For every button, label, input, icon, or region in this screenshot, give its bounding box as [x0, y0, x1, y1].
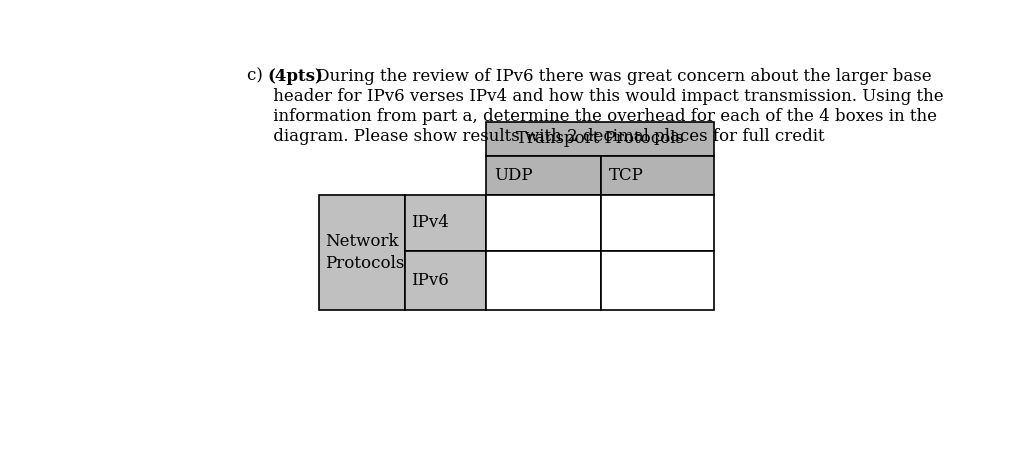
- Text: header for IPv6 verses IPv4 and how this would impact transmission. Using the: header for IPv6 verses IPv4 and how this…: [247, 88, 944, 105]
- Bar: [486, 122, 714, 156]
- Text: (4pts): (4pts): [267, 68, 323, 85]
- Text: TCP: TCP: [609, 167, 644, 184]
- Text: During the review of IPv6 there was great concern about the larger base: During the review of IPv6 there was grea…: [311, 68, 932, 85]
- Bar: [601, 156, 714, 195]
- Bar: [405, 195, 486, 251]
- Bar: [486, 195, 601, 251]
- Text: c): c): [247, 68, 274, 85]
- Text: IPv4: IPv4: [411, 214, 448, 231]
- Bar: [486, 156, 601, 195]
- Text: diagram. Please show results with 2 decimal places for full credit: diagram. Please show results with 2 deci…: [247, 128, 825, 145]
- Bar: [601, 195, 714, 251]
- Text: Network
Protocols: Network Protocols: [325, 233, 405, 272]
- Text: IPv6: IPv6: [411, 272, 448, 289]
- Bar: [319, 195, 405, 310]
- Bar: [601, 251, 714, 310]
- Text: UDP: UDP: [493, 167, 532, 184]
- Text: information from part a, determine the overhead for each of the 4 boxes in the: information from part a, determine the o…: [247, 108, 938, 124]
- Text: Transport Protocols: Transport Protocols: [516, 130, 683, 148]
- Bar: [486, 251, 601, 310]
- Bar: [405, 251, 486, 310]
